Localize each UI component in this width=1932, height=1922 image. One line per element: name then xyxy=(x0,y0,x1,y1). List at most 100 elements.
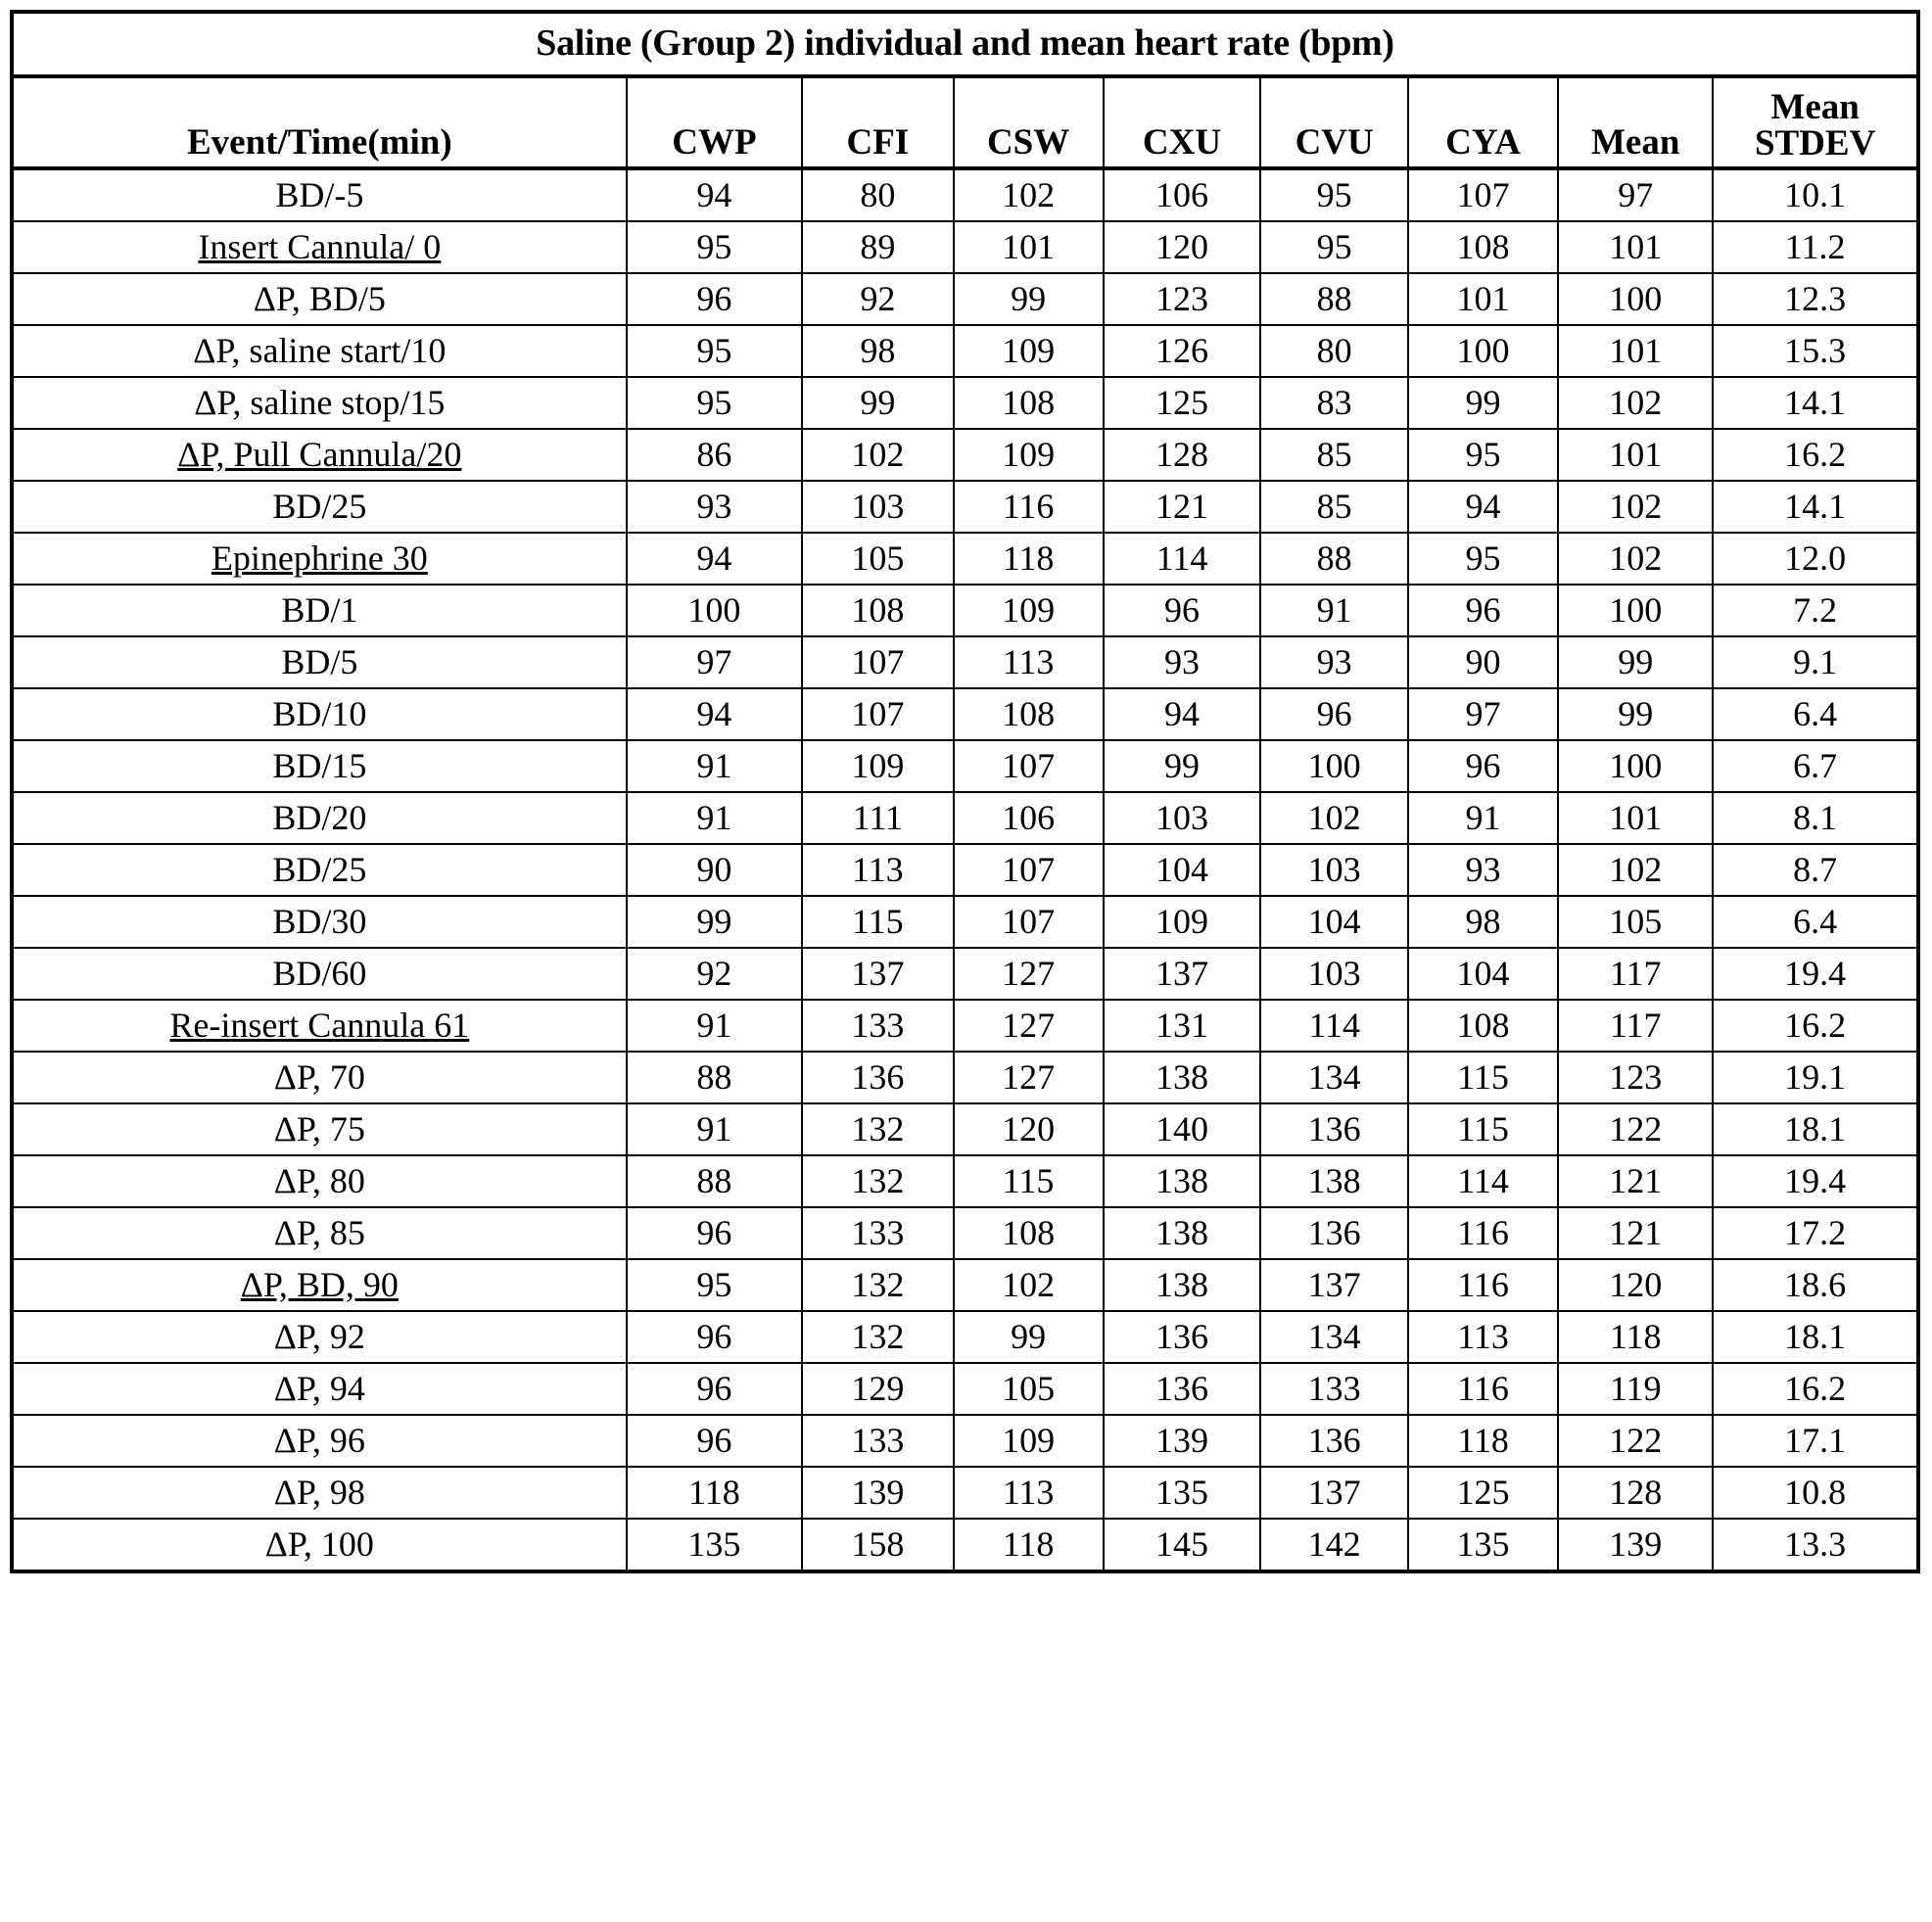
cell-stdev: 17.2 xyxy=(1713,1207,1918,1259)
cell-cya: 94 xyxy=(1408,481,1558,533)
row-event-label: ΔP, 75 xyxy=(12,1103,627,1155)
table-row: BD/597107113939390999.1 xyxy=(12,636,1918,688)
cell-cwp: 94 xyxy=(627,168,803,221)
cell-stdev: 12.0 xyxy=(1713,533,1918,585)
cell-cwp: 99 xyxy=(627,896,803,948)
cell-cya: 95 xyxy=(1408,429,1558,481)
cell-stdev: 10.8 xyxy=(1713,1467,1918,1519)
column-header-mean: Mean xyxy=(1558,76,1713,168)
cell-csw: 113 xyxy=(954,1467,1104,1519)
cell-cya: 113 xyxy=(1408,1311,1558,1363)
cell-csw: 105 xyxy=(954,1363,1104,1415)
cell-cya: 108 xyxy=(1408,221,1558,273)
table-row: ΔP, saline start/1095981091268010010115.… xyxy=(12,325,1918,377)
cell-stdev: 10.1 xyxy=(1713,168,1918,221)
cell-stdev: 8.1 xyxy=(1713,792,1918,844)
cell-cwp: 100 xyxy=(627,585,803,636)
cell-mean: 100 xyxy=(1558,740,1713,792)
row-event-label: Insert Cannula/ 0 xyxy=(12,221,627,273)
cell-cfi: 107 xyxy=(802,636,953,688)
column-header-cwp: CWP xyxy=(627,76,803,168)
row-event-label: ΔP, 96 xyxy=(12,1415,627,1467)
row-event-label: BD/20 xyxy=(12,792,627,844)
cell-cvu: 85 xyxy=(1260,429,1408,481)
cell-cfi: 133 xyxy=(802,1207,953,1259)
cell-stdev: 15.3 xyxy=(1713,325,1918,377)
cell-cya: 135 xyxy=(1408,1519,1558,1571)
cell-cfi: 132 xyxy=(802,1259,953,1311)
cell-cvu: 96 xyxy=(1260,688,1408,740)
cell-cxu: 138 xyxy=(1104,1207,1261,1259)
column-header-csw: CSW xyxy=(954,76,1104,168)
cell-cya: 107 xyxy=(1408,168,1558,221)
row-event-label: BD/5 xyxy=(12,636,627,688)
cell-csw: 118 xyxy=(954,533,1104,585)
table-row: ΔP, saline stop/159599108125839910214.1 xyxy=(12,377,1918,429)
cell-cxu: 94 xyxy=(1104,688,1261,740)
cell-cvu: 88 xyxy=(1260,273,1408,325)
table-row: BD/1094107108949697996.4 xyxy=(12,688,1918,740)
cell-mean: 100 xyxy=(1558,273,1713,325)
cell-cwp: 91 xyxy=(627,1103,803,1155)
cell-cfi: 111 xyxy=(802,792,953,844)
cell-cfi: 136 xyxy=(802,1052,953,1103)
table-row: ΔP, 92961329913613411311818.1 xyxy=(12,1311,1918,1363)
cell-cya: 116 xyxy=(1408,1363,1558,1415)
row-event-label: BD/15 xyxy=(12,740,627,792)
table-row: ΔP, 10013515811814514213513913.3 xyxy=(12,1519,1918,1571)
table-row: ΔP, 759113212014013611512218.1 xyxy=(12,1103,1918,1155)
cell-cya: 96 xyxy=(1408,740,1558,792)
cell-cwp: 94 xyxy=(627,533,803,585)
cell-cfi: 103 xyxy=(802,481,953,533)
cell-stdev: 6.4 xyxy=(1713,688,1918,740)
cell-cvu: 134 xyxy=(1260,1052,1408,1103)
cell-cya: 99 xyxy=(1408,377,1558,429)
cell-cvu: 114 xyxy=(1260,1000,1408,1052)
cell-cfi: 99 xyxy=(802,377,953,429)
cell-csw: 99 xyxy=(954,1311,1104,1363)
row-event-label: BD/1 xyxy=(12,585,627,636)
cell-cya: 91 xyxy=(1408,792,1558,844)
cell-mean: 100 xyxy=(1558,585,1713,636)
cell-cvu: 95 xyxy=(1260,221,1408,273)
cell-csw: 102 xyxy=(954,1259,1104,1311)
cell-cwp: 94 xyxy=(627,688,803,740)
table-row: BD/609213712713710310411719.4 xyxy=(12,948,1918,1000)
cell-mean: 117 xyxy=(1558,1000,1713,1052)
cell-cxu: 138 xyxy=(1104,1259,1261,1311)
cell-csw: 107 xyxy=(954,896,1104,948)
cell-cwp: 91 xyxy=(627,1000,803,1052)
table-row: BD/11001081099691961007.2 xyxy=(12,585,1918,636)
cell-stdev: 14.1 xyxy=(1713,377,1918,429)
column-header-stdev-line1: Mean xyxy=(1714,89,1916,126)
cell-cya: 114 xyxy=(1408,1155,1558,1207)
cell-cfi: 132 xyxy=(802,1311,953,1363)
cell-mean: 101 xyxy=(1558,325,1713,377)
column-header-cxu: CXU xyxy=(1104,76,1261,168)
cell-cfi: 132 xyxy=(802,1103,953,1155)
cell-cvu: 136 xyxy=(1260,1103,1408,1155)
cell-csw: 118 xyxy=(954,1519,1104,1571)
heart-rate-table-container: Saline (Group 2) individual and mean hea… xyxy=(10,10,1920,1573)
cell-cya: 97 xyxy=(1408,688,1558,740)
cell-csw: 115 xyxy=(954,1155,1104,1207)
cell-mean: 117 xyxy=(1558,948,1713,1000)
cell-stdev: 16.2 xyxy=(1713,1363,1918,1415)
cell-stdev: 18.6 xyxy=(1713,1259,1918,1311)
cell-stdev: 19.1 xyxy=(1713,1052,1918,1103)
cell-cfi: 137 xyxy=(802,948,953,1000)
cell-cya: 116 xyxy=(1408,1259,1558,1311)
cell-cxu: 109 xyxy=(1104,896,1261,948)
cell-csw: 99 xyxy=(954,273,1104,325)
cell-mean: 97 xyxy=(1558,168,1713,221)
cell-cwp: 95 xyxy=(627,1259,803,1311)
cell-cxu: 106 xyxy=(1104,168,1261,221)
cell-cwp: 118 xyxy=(627,1467,803,1519)
cell-cxu: 104 xyxy=(1104,844,1261,896)
column-header-cvu: CVU xyxy=(1260,76,1408,168)
cell-cvu: 91 xyxy=(1260,585,1408,636)
cell-csw: 108 xyxy=(954,1207,1104,1259)
cell-cya: 100 xyxy=(1408,325,1558,377)
cell-cfi: 89 xyxy=(802,221,953,273)
cell-cya: 104 xyxy=(1408,948,1558,1000)
